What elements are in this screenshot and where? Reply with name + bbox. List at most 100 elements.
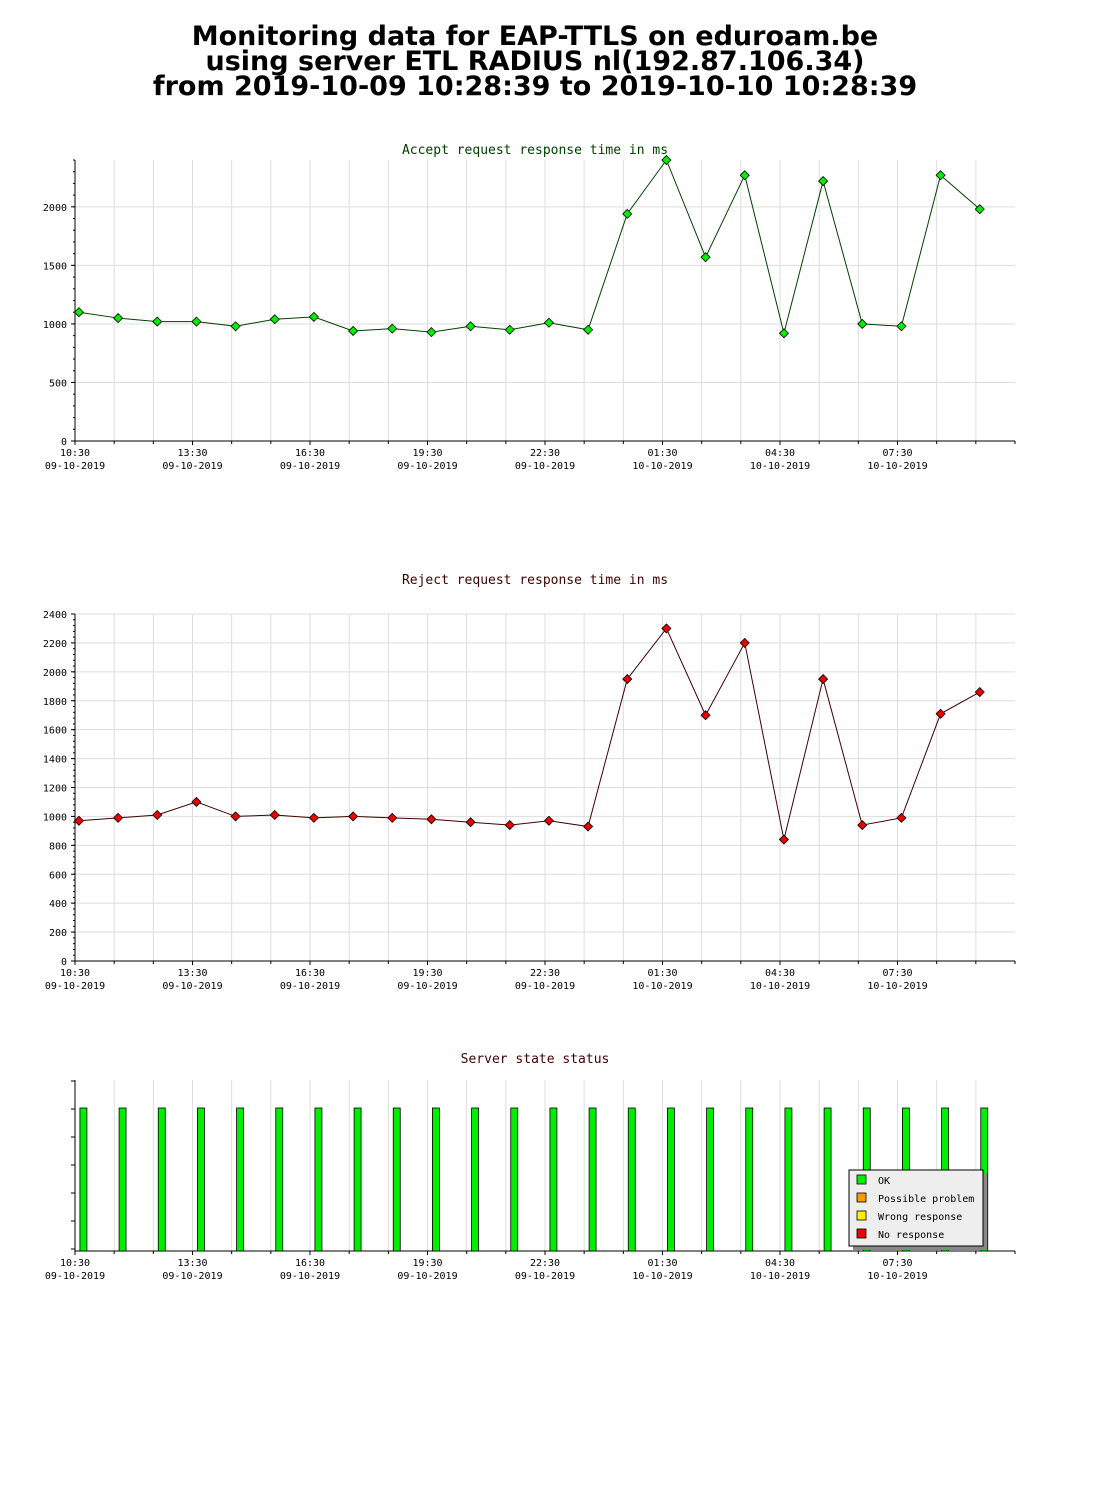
x-tick-label-time: 13:30 [177,1258,207,1269]
data-point [739,170,750,181]
data-point [778,834,789,845]
y-tick-label: 1800 [43,697,67,708]
x-tick-label-time: 01:30 [647,968,677,979]
x-tick-label-date: 10-10-2019 [867,461,927,472]
data-point [896,321,907,332]
y-tick-label: 1500 [43,261,67,272]
y-tick-label: 1000 [43,812,67,823]
x-tick-label-time: 07:30 [882,448,912,459]
data-point [935,708,946,719]
data-point [465,817,476,828]
data-point [152,316,163,327]
chart-title: Server state status [461,1052,610,1067]
title-line-3: from 2019-10-09 10:28:39 to 2019-10-10 1… [152,71,918,102]
y-tick-label: 200 [49,928,67,939]
status-bar [118,1107,127,1252]
x-tick-label-time: 10:30 [60,1258,90,1269]
data-point [583,324,594,335]
legend-swatch [856,1228,867,1239]
y-tick-label: 1000 [43,320,67,331]
data-point [661,623,672,634]
y-tick-label: 1600 [43,726,67,737]
legend: OK Possible problem Wrong response No respo… [848,1169,987,1250]
x-tick-label-time: 13:30 [177,448,207,459]
data-point [622,208,633,219]
title-line-1: Monitoring data for EAP-TTLS on eduroam.… [191,21,879,52]
data-point [308,311,319,322]
x-tick-label-time: 22:30 [530,448,560,459]
data-point [348,325,359,337]
y-tick-label: 1400 [43,755,67,766]
status-bar [627,1107,636,1252]
x-tick-label-time: 19:30 [412,1258,442,1269]
x-tick-label-date: 09-10-2019 [515,461,575,472]
x-tick-label-time: 22:30 [530,968,560,979]
x-tick-label-date: 10-10-2019 [867,1271,927,1282]
x-tick-label-time: 16:30 [295,968,325,979]
data-point [387,812,398,823]
x-tick-label-time: 16:30 [295,1258,325,1269]
x-tick-label-date: 09-10-2019 [397,981,457,992]
x-tick-label-date: 09-10-2019 [45,1271,105,1282]
series-line [78,627,980,840]
status-bar [667,1107,675,1252]
data-point [974,687,985,698]
data-point [426,814,437,825]
x-tick-label-time: 07:30 [882,968,912,979]
data-point [935,170,946,181]
data-point [465,321,476,332]
x-tick-label-date: 10-10-2019 [632,461,692,472]
x-tick-label-time: 07:30 [882,1258,912,1269]
page-title: Monitoring data for EAP-TTLS on eduroam.… [0,21,1070,102]
data-point [113,812,124,823]
legend-box [848,1169,984,1247]
x-tick-label-date: 09-10-2019 [280,1271,340,1282]
data-point [113,312,124,324]
data-point [308,812,319,823]
status-bar [236,1107,244,1252]
x-tick-label-time: 10:30 [60,448,90,459]
x-tick-label-date: 09-10-2019 [280,981,340,992]
legend-swatch [856,1174,867,1185]
x-tick-label-date: 10-10-2019 [867,981,927,992]
data-point [857,318,868,329]
data-point [269,809,280,821]
legend-label: OK [878,1176,890,1187]
y-tick-label: 600 [49,870,67,881]
legend-label: No response [878,1230,944,1241]
data-point [857,820,868,831]
legend-swatch [856,1192,867,1203]
x-tick-label-time: 16:30 [295,448,325,459]
data-point [348,811,359,822]
status-bar [197,1107,205,1252]
y-tick-label: 2200 [43,639,67,650]
data-point [387,323,398,334]
y-tick-label: 2000 [43,203,67,214]
data-point [700,252,711,263]
x-tick-label-date: 09-10-2019 [515,981,575,992]
x-tick-label-date: 10-10-2019 [750,981,810,992]
x-tick-label-time: 01:30 [647,448,677,459]
x-tick-label-time: 19:30 [412,448,442,459]
chart-title: Accept request response time in ms [402,143,668,158]
data-point [230,811,241,822]
data-point [974,204,985,215]
data-point [191,316,202,327]
x-tick-label-date: 09-10-2019 [162,1271,222,1282]
x-tick-label-time: 01:30 [647,1258,677,1269]
x-tick-label-time: 10:30 [60,968,90,979]
data-point [269,314,280,325]
data-point [504,324,515,335]
y-tick-label: 500 [49,378,67,389]
data-point [818,673,829,685]
x-tick-label-date: 09-10-2019 [45,461,105,472]
x-tick-label-time: 19:30 [412,968,442,979]
x-tick-label-date: 09-10-2019 [280,461,340,472]
status-bar [353,1107,362,1252]
legend-swatch [856,1210,867,1221]
x-tick-label-time: 04:30 [765,968,795,979]
status-bar [745,1107,754,1252]
data-point [700,710,711,721]
status-bar [314,1107,323,1252]
data-point [622,673,633,685]
